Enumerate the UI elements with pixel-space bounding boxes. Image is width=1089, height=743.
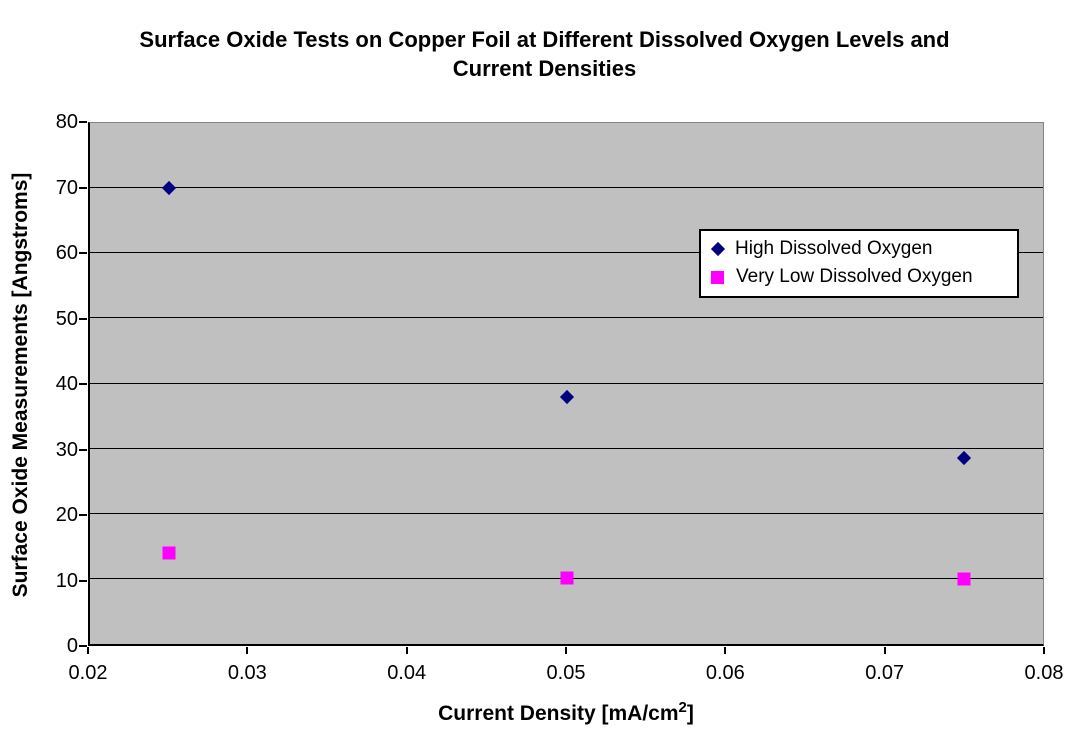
legend-marker-diamond-icon — [710, 241, 726, 257]
x-axis-title-close: ] — [686, 702, 694, 725]
x-axis-title: Current Density [mA/cm2] — [88, 699, 1044, 726]
x-tick-label-0.07: 0.07 — [865, 662, 905, 684]
x-tick-mark — [883, 647, 886, 654]
data-point-high-dissolved-oxygen — [559, 389, 574, 404]
x-tick-mark — [565, 647, 567, 654]
y-tick-label-20: 20 — [55, 504, 78, 526]
y-tick-mark — [79, 186, 87, 189]
y-tick-mark — [79, 448, 87, 451]
chart-title-line-2: Current Densities — [452, 56, 637, 81]
x-tick-mark — [405, 647, 408, 654]
legend: High Dissolved Oxygen Very Low Dissolved … — [699, 229, 1019, 298]
data-point-very-low-dissolved-oxygen — [957, 572, 971, 586]
y-tick-mark — [79, 252, 87, 254]
y-tick-mark — [79, 514, 87, 516]
legend-item-high-dissolved-oxygen: High Dissolved Oxygen — [710, 235, 1017, 263]
y-tick-mark — [79, 579, 87, 582]
x-axis-title-superscript: 2 — [678, 699, 687, 716]
y-tick-label-70: 70 — [55, 176, 78, 199]
x-tick-mark — [87, 647, 89, 654]
y-tick-label-0: 0 — [66, 635, 78, 657]
x-tick-label-0.05: 0.05 — [546, 662, 586, 684]
x-tick-mark — [724, 647, 727, 654]
data-point-high-dissolved-oxygen — [956, 451, 971, 466]
y-tick-mark — [79, 317, 87, 320]
y-tick-mark — [79, 645, 87, 647]
y-tick-label-80: 80 — [55, 111, 78, 133]
x-tick-mark — [246, 647, 249, 654]
data-point-very-low-dissolved-oxygen — [162, 546, 176, 560]
y-tick-mark — [79, 383, 87, 385]
chart-title-line-1: Surface Oxide Tests on Copper Foil at Di… — [139, 27, 950, 52]
gridline-y-40 — [90, 382, 1043, 384]
x-axis-title-text: Current Density [mA/cm — [438, 702, 679, 725]
legend-item-very-low-dissolved-oxygen: Very Low Dissolved Oxygen — [711, 263, 1017, 291]
y-tick-label-30: 30 — [55, 438, 78, 461]
x-tick-label-0.06: 0.06 — [705, 662, 745, 684]
gridline-y-60 — [90, 252, 1043, 254]
data-point-very-low-dissolved-oxygen — [560, 571, 573, 585]
chart-title: Surface Oxide Tests on Copper Foil at Di… — [0, 25, 1089, 83]
y-tick-label-40: 40 — [55, 373, 78, 395]
legend-label: Very Low Dissolved Oxygen — [736, 266, 973, 287]
x-tick-label-0.04: 0.04 — [387, 662, 427, 684]
plot-area — [88, 122, 1044, 646]
gridline-y-30 — [90, 447, 1043, 449]
x-tick-label-0.02: 0.02 — [68, 662, 108, 684]
data-point-high-dissolved-oxygen — [162, 181, 177, 196]
y-tick-label-10: 10 — [55, 569, 78, 592]
legend-marker-square-icon — [711, 270, 724, 284]
y-tick-label-50: 50 — [55, 307, 78, 330]
x-tick-mark — [1043, 647, 1045, 654]
x-tick-label-0.03: 0.03 — [227, 662, 267, 684]
y-tick-mark — [79, 121, 87, 123]
x-tick-label-0.08: 0.08 — [1024, 662, 1064, 684]
gridline-y-70 — [90, 187, 1043, 189]
gridline-y-50 — [90, 317, 1043, 319]
y-tick-label-60: 60 — [55, 242, 78, 264]
gridline-y-20 — [90, 512, 1043, 514]
legend-label: High Dissolved Oxygen — [735, 238, 933, 259]
